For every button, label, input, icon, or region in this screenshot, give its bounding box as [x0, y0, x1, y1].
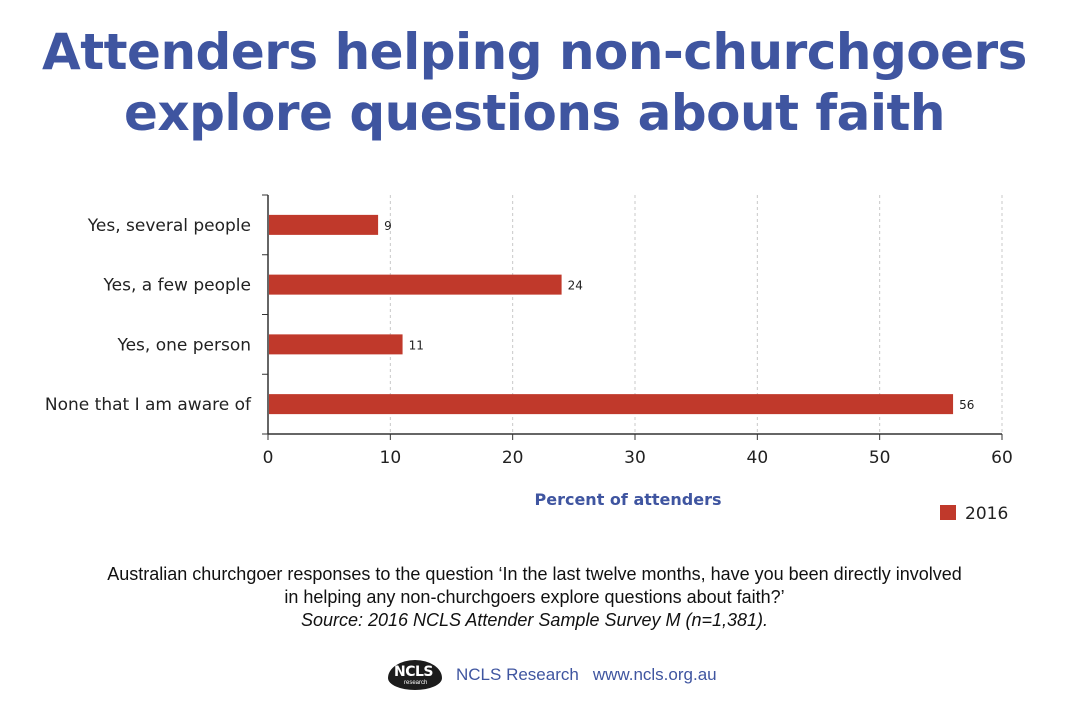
x-tick-label: 20 [502, 448, 524, 468]
data-label: 11 [409, 338, 424, 352]
x-tick-label: 60 [991, 448, 1013, 468]
x-tick-label: 50 [869, 448, 891, 468]
bar [269, 274, 562, 295]
caption-source: Source: 2016 NCLS Attender Sample Survey… [300, 610, 769, 630]
chart-title: Attenders helping non-churchgoers explor… [0, 22, 1069, 144]
logo-text: NCLS [394, 664, 434, 680]
bar [269, 394, 954, 415]
title-line-2: explore questions about faith [123, 84, 946, 142]
footer-org: NCLS Research [456, 665, 579, 684]
x-tick-label: 0 [263, 448, 274, 468]
category-label: Yes, several people [87, 216, 251, 236]
x-tick-label: 40 [747, 448, 769, 468]
legend-label: 2016 [965, 504, 1008, 524]
logo-mark [388, 660, 442, 690]
bar-chart: 0 10 20 30 40 50 60 Yes, several people 9 Yes, a … [45, 194, 1013, 524]
bar [269, 214, 379, 235]
data-label: 56 [959, 398, 974, 412]
category-label: Yes, a few people [103, 276, 251, 296]
caption-line-1: Australian churchgoer responses to the q… [107, 564, 962, 584]
chart-caption: Australian churchgoer responses to the q… [0, 563, 1069, 632]
ncls-logo: NCLS research [388, 660, 442, 690]
logo-subtext: research [404, 680, 428, 686]
footer: NCLS research NCLS Research www.ncls.org… [388, 658, 717, 692]
caption-line-2: in helping any non-churchgoers explore q… [284, 587, 785, 607]
title-line-1: Attenders helping non-churchgoers [42, 23, 1027, 81]
data-label: 9 [384, 219, 392, 233]
x-axis-title: Percent of attenders [535, 490, 722, 509]
x-tick-label: 10 [380, 448, 402, 468]
category-label: None that I am aware of [45, 395, 252, 415]
category-label: Yes, one person [116, 335, 251, 355]
legend-swatch [940, 505, 956, 520]
footer-url[interactable]: www.ncls.org.au [592, 665, 717, 684]
x-tick-label: 30 [624, 448, 646, 468]
bar [269, 334, 403, 355]
data-label: 24 [568, 279, 583, 293]
